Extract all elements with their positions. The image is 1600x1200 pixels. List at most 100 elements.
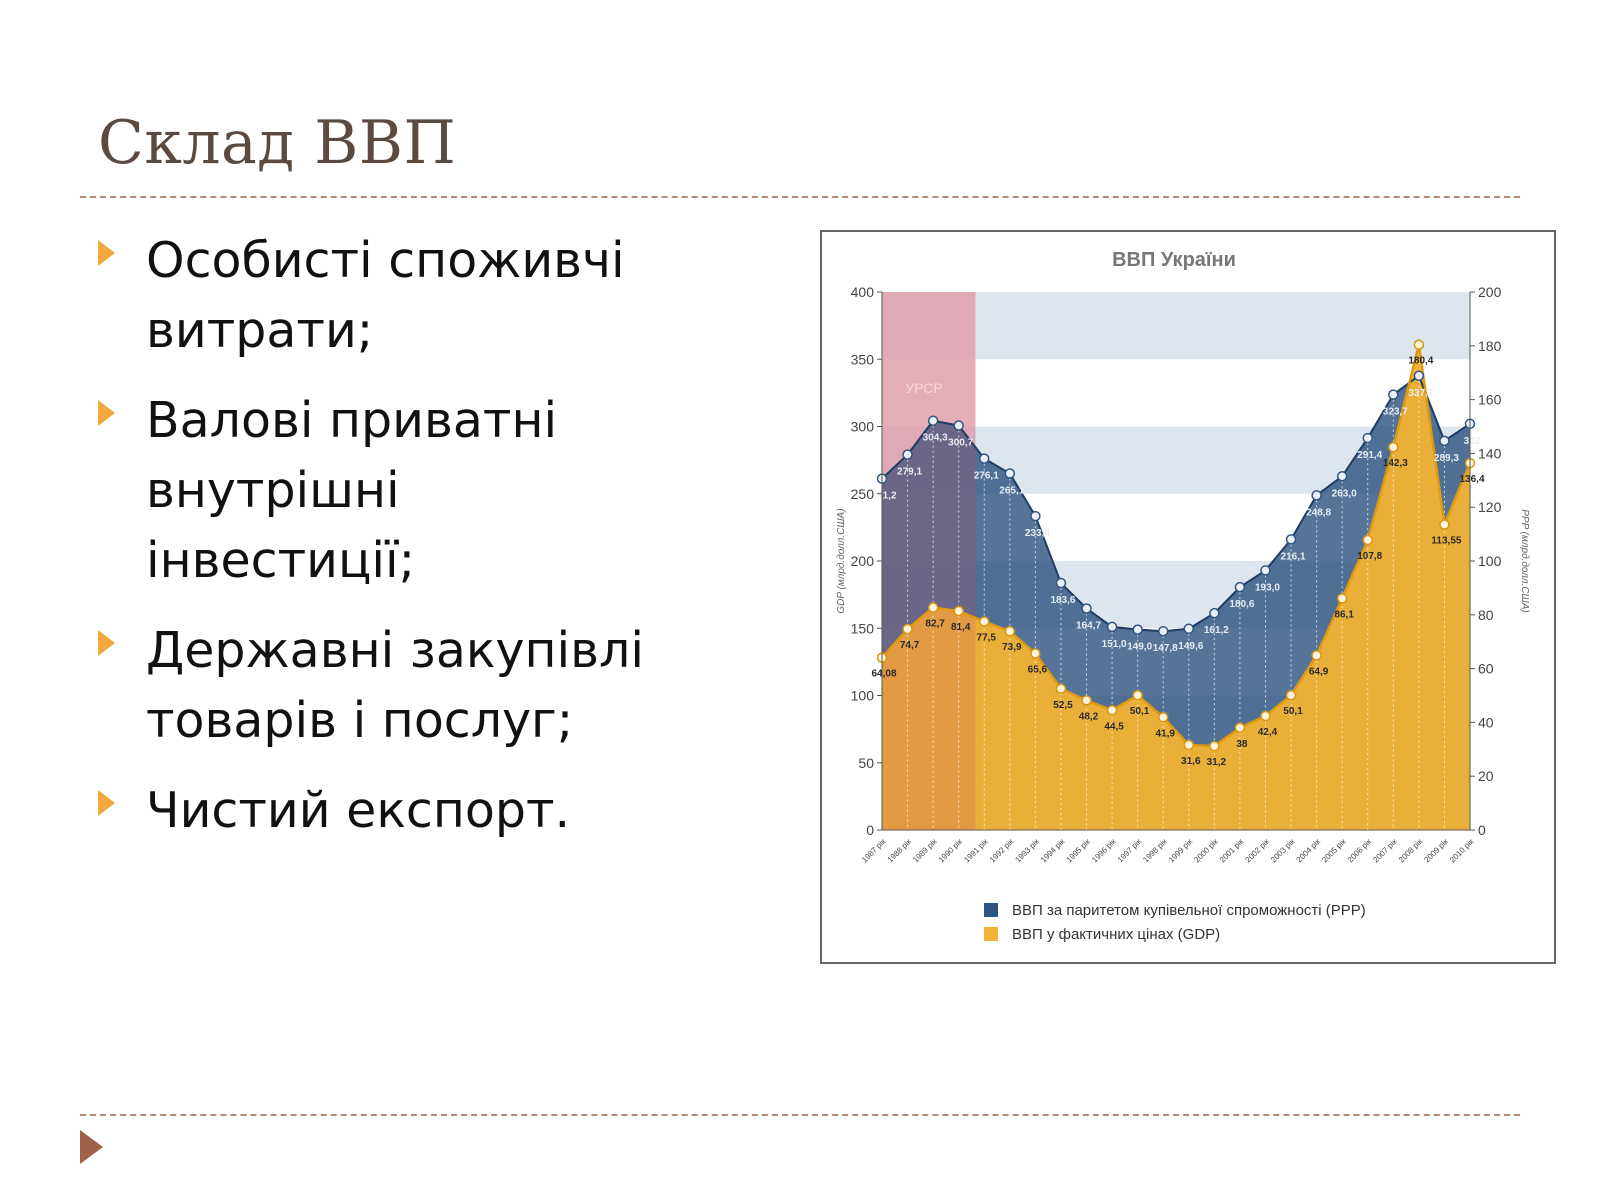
- gdp-point: [1413, 339, 1425, 350]
- y-tick-label-left: 400: [851, 284, 875, 300]
- y-tick-label-right: 200: [1478, 284, 1502, 300]
- y-tick-label-left: 300: [851, 419, 875, 435]
- ppp-data-label: 302: [1464, 436, 1481, 447]
- x-tick-label: 2002 рік: [1243, 837, 1271, 865]
- ppp-data-label: 263,0: [1332, 488, 1357, 499]
- ppp-data-label: 151,0: [1102, 639, 1127, 650]
- x-tick-label: 2010 рік: [1448, 837, 1476, 865]
- gdp-data-label: 86,1: [1334, 609, 1354, 620]
- gdp-data-label: 50,1: [1283, 706, 1303, 717]
- ppp-data-label: 193,0: [1255, 582, 1280, 593]
- y-tick-label-right: 180: [1478, 338, 1502, 354]
- bullet-item: Валові приватні внутрішні інвестиції;: [98, 386, 818, 596]
- y-tick-label-left: 100: [851, 688, 875, 704]
- x-tick-label: 2000 рік: [1192, 837, 1220, 865]
- gdp-area: [882, 344, 1470, 830]
- gdp-point: [1106, 705, 1118, 716]
- bullet-arrow-icon: [98, 240, 115, 266]
- gdp-point: [1388, 441, 1399, 453]
- y-tick-label-right: 0: [1478, 822, 1486, 838]
- x-tick-label: 1991 рік: [962, 837, 990, 865]
- ppp-data-label: 337,7: [1408, 388, 1433, 399]
- y-tick-label-right: 40: [1478, 714, 1494, 730]
- x-tick-label: 1999 рік: [1167, 837, 1195, 865]
- gdp-data-label: 73,9: [1002, 642, 1022, 653]
- legend-swatch-gdp: [984, 927, 998, 941]
- x-tick-label: 2003 рік: [1269, 837, 1297, 865]
- ppp-data-label: 233,4: [1025, 528, 1050, 539]
- gdp-data-label: 107,8: [1357, 551, 1382, 562]
- ppp-point: [902, 449, 913, 460]
- y-axis-title-left: GDP (млрд.долл.США): [836, 508, 847, 613]
- ppp-data-label: 304,3: [923, 433, 948, 444]
- bullet-text-line: Чистий експорт.: [146, 782, 571, 839]
- gdp-point: [1311, 650, 1322, 661]
- ppp-point: [1004, 468, 1016, 479]
- ppp-point: [1388, 389, 1399, 400]
- legend-label-gdp: ВВП у фактичних цінах (GDP): [1012, 925, 1221, 943]
- bullet-arrow-icon: [98, 790, 115, 816]
- ppp-point: [1055, 577, 1067, 589]
- ppp-point: [953, 420, 964, 431]
- ppp-data-label: 149,6: [1178, 641, 1203, 652]
- x-tick-label: 1988 рік: [886, 837, 914, 865]
- gdp-data-label: 180,4: [1408, 356, 1433, 367]
- y-tick-label-right: 60: [1478, 661, 1494, 677]
- gdp-data-label: 42,4: [1258, 727, 1278, 738]
- gdp-point: [1439, 519, 1450, 530]
- gdp-data-label: 31,6: [1181, 756, 1201, 767]
- gdp-data-label: 38: [1236, 739, 1248, 750]
- legend-label-ppp: ВВП за паритетом купівельної спроможност…: [1012, 901, 1366, 919]
- ppp-point: [1234, 581, 1246, 593]
- ppp-point: [1285, 534, 1297, 545]
- bullet-arrow-icon: [98, 400, 115, 426]
- y-tick-label-right: 100: [1478, 553, 1502, 569]
- gdp-data-label: 64,9: [1309, 666, 1329, 677]
- y-tick-label-right: 20: [1478, 768, 1494, 784]
- ppp-point: [1132, 624, 1143, 635]
- ppp-data-label: 265,1: [999, 485, 1024, 496]
- x-tick-label: 1993 рік: [1013, 837, 1041, 865]
- grid-band: [882, 292, 1470, 360]
- bullet-item: Особисті споживчі витрати;: [98, 226, 818, 366]
- gdp-point: [1183, 739, 1195, 751]
- gdp-data-label: 31,2: [1207, 757, 1227, 768]
- x-tick-label: 1992 рік: [988, 837, 1016, 865]
- x-tick-label: 1997 рік: [1116, 837, 1144, 865]
- ppp-point: [1106, 621, 1118, 633]
- x-tick-label: 2004 рік: [1295, 837, 1323, 865]
- bullet-text-line: витрати;: [146, 302, 374, 359]
- ppp-line: [881, 374, 1471, 633]
- ussr-region-label: УРСР: [905, 380, 943, 396]
- bullet-text-line: Валові приватні внутрішні: [146, 392, 558, 519]
- y-tick-label-right: 160: [1478, 392, 1502, 408]
- ppp-point: [1157, 625, 1169, 637]
- slide-title: Склад ВВП: [98, 108, 457, 178]
- gdp-data-label: 50,1: [1130, 706, 1150, 717]
- x-tick-label: 2007 рік: [1371, 837, 1399, 865]
- bullet-item: Чистий експорт.: [98, 776, 818, 846]
- ppp-point: [1030, 510, 1041, 522]
- gdp-data-label: 44,5: [1104, 721, 1124, 732]
- ppp-point: [979, 453, 990, 464]
- ppp-data-label: 149,0: [1127, 642, 1152, 653]
- ppp-point: [1311, 490, 1322, 501]
- legend-item-gdp: ВВП у фактичних цінах (GDP): [984, 922, 1366, 946]
- ppp-point: [1209, 607, 1220, 619]
- ppp-point: [1081, 603, 1092, 614]
- gdp-point: [1260, 710, 1271, 722]
- footer-divider: [80, 1114, 1520, 1116]
- gdp-data-label: 136,4: [1459, 474, 1484, 485]
- x-tick-label: 2005 рік: [1320, 837, 1348, 865]
- gdp-chart-frame: УРСР 261,2 64,08 279,1 74,7 304,3 82,7 300,7 81,…: [820, 230, 1556, 964]
- ppp-data-label: 147,8: [1153, 643, 1178, 654]
- gdp-data-label: 82,7: [925, 619, 945, 630]
- ppp-data-label: 323,7: [1383, 407, 1408, 418]
- ppp-data-label: 276,1: [974, 471, 999, 482]
- bullet-text-line: інвестиції;: [146, 532, 416, 589]
- ppp-data-label: 291,4: [1357, 450, 1382, 461]
- gdp-data-label: 74,7: [900, 640, 920, 651]
- x-tick-label: 2009 рік: [1422, 837, 1450, 865]
- gdp-data-label: 81,4: [951, 622, 971, 633]
- ppp-data-label: 161,2: [1204, 625, 1229, 636]
